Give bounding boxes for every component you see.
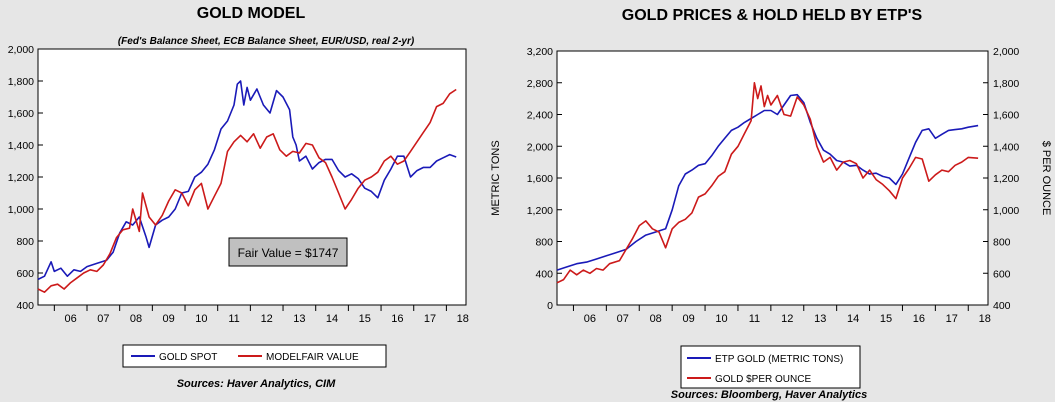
left-y-tick-label: 1,200: [8, 172, 34, 184]
left-y-tick-label: 1,000: [8, 204, 34, 216]
right-legend: [680, 345, 861, 389]
right-y-right-tick-label: 400: [993, 300, 1011, 312]
left-y-tick-label: 600: [16, 268, 34, 280]
left-x-tick-label: 13: [293, 313, 305, 325]
fair-value-annotation-box: [228, 237, 348, 267]
right-x-tick-label: 12: [781, 313, 793, 325]
left-chart-source: Sources: Haver Analytics, CIM: [177, 378, 336, 390]
left-chart-title: GOLD MODEL: [197, 5, 306, 22]
right-x-tick-label: 17: [946, 313, 958, 325]
right-y-tick-label: 2,400: [527, 110, 553, 122]
left-y-tick-label: 2,000: [8, 44, 34, 56]
right-x-tick-label: 11: [749, 313, 760, 325]
right-y-tick-label: 1,600: [527, 173, 553, 185]
left-legend-label-fair-value: MODELFAIR VALUE: [266, 352, 359, 363]
left-y-tick-label: 400: [16, 300, 34, 312]
right-left-axis-label: METRIC TONS: [490, 140, 502, 215]
right-x-tick-label: 10: [715, 313, 727, 325]
right-y-tick-label: 800: [535, 237, 553, 249]
left-x-tick-label: 18: [457, 313, 469, 325]
right-x-tick-label: 07: [617, 313, 629, 325]
right-x-tick-label: 08: [650, 313, 662, 325]
left-x-tick-label: 12: [261, 313, 273, 325]
left-y-axis: 400 600 800 1,000 1,200 1,400 1,600 1,800 2,000: [8, 44, 43, 312]
right-chart-source: Sources: Bloomberg, Haver Analytics: [671, 389, 867, 401]
right-y-tick-label: 3,200: [527, 46, 553, 58]
left-series-modelfair-value: [37, 88, 457, 294]
right-y-tick-label: 0: [547, 300, 553, 312]
right-y-right-tick-label: 1,000: [993, 205, 1019, 217]
left-x-tick-label: 08: [130, 313, 142, 325]
right-y-right-tick-label: 600: [993, 268, 1011, 280]
right-chart-title: GOLD PRICES & HOLD HELD BY ETP'S: [622, 7, 923, 24]
right-left-y-axis: 0 400 800 1,200 1,600 2,000 2,400 2,800 3,200: [527, 46, 562, 312]
left-x-tick-label: 15: [359, 313, 371, 325]
right-series-gold-per-ounce: [556, 82, 979, 284]
left-x-tick-label: 14: [326, 313, 338, 325]
right-y-right-tick-label: 800: [993, 237, 1011, 249]
right-y-right-tick-label: 1,800: [993, 78, 1019, 90]
left-chart-subtitle: (Fed's Balance Sheet, ECB Balance Sheet,…: [118, 36, 415, 47]
left-x-tick-label: 07: [97, 313, 109, 325]
left-legend-label-gold-spot: GOLD SPOT: [159, 352, 217, 363]
right-series-group: [556, 82, 979, 284]
right-x-tick-label: 09: [682, 313, 694, 325]
left-series-gold-spot: [37, 80, 457, 281]
left-x-tick-label: 10: [195, 313, 207, 325]
right-series-etp-gold-metric-tons: [556, 93, 979, 271]
right-y-right-tick-label: 2,000: [993, 46, 1019, 58]
right-x-tick-label: 14: [847, 313, 859, 325]
right-x-tick-label: 15: [880, 313, 892, 325]
left-y-tick-label: 1,600: [8, 108, 34, 120]
right-y-tick-label: 2,800: [527, 78, 553, 90]
right-y-tick-label: 400: [535, 268, 553, 280]
left-x-axis: 06 07 08 09 10 11 12 13 14 15 16 17 18: [53, 305, 469, 325]
right-y-right-tick-label: 1,600: [993, 110, 1019, 122]
left-x-tick-label: 16: [391, 313, 403, 325]
left-series-group: [37, 80, 457, 294]
right-y-right-tick-label: 1,200: [993, 173, 1019, 185]
left-x-tick-label: 17: [424, 313, 436, 325]
right-plot-area: [556, 50, 989, 306]
right-y-tick-label: 2,000: [527, 141, 553, 153]
right-x-axis: 06 07 08 09 10 11 12 13 14 15 16 17 18: [572, 305, 991, 325]
left-y-tick-label: 1,800: [8, 76, 34, 88]
left-y-tick-label: 800: [16, 236, 34, 248]
left-x-tick-label: 11: [228, 313, 239, 325]
left-y-tick-label: 1,400: [8, 140, 34, 152]
right-x-tick-label: 13: [814, 313, 826, 325]
right-x-tick-label: 16: [913, 313, 925, 325]
right-legend-label-etp: ETP GOLD (METRIC TONS): [715, 354, 843, 365]
left-x-tick-label: 09: [163, 313, 175, 325]
right-right-axis-label: $ PER OUNCE: [1040, 141, 1052, 216]
right-right-y-axis: 400 600 800 1,000 1,200 1,400 1,600 1,800 2,000: [983, 46, 1019, 312]
right-legend-label-gold: GOLD $PER OUNCE: [715, 374, 811, 385]
right-y-tick-label: 1,200: [527, 205, 553, 217]
left-x-tick-label: 06: [65, 313, 77, 325]
right-x-tick-label: 18: [979, 313, 991, 325]
right-x-tick-label: 06: [584, 313, 596, 325]
fair-value-annotation: Fair Value = $1747: [238, 246, 339, 260]
right-y-right-tick-label: 1,400: [993, 141, 1019, 153]
